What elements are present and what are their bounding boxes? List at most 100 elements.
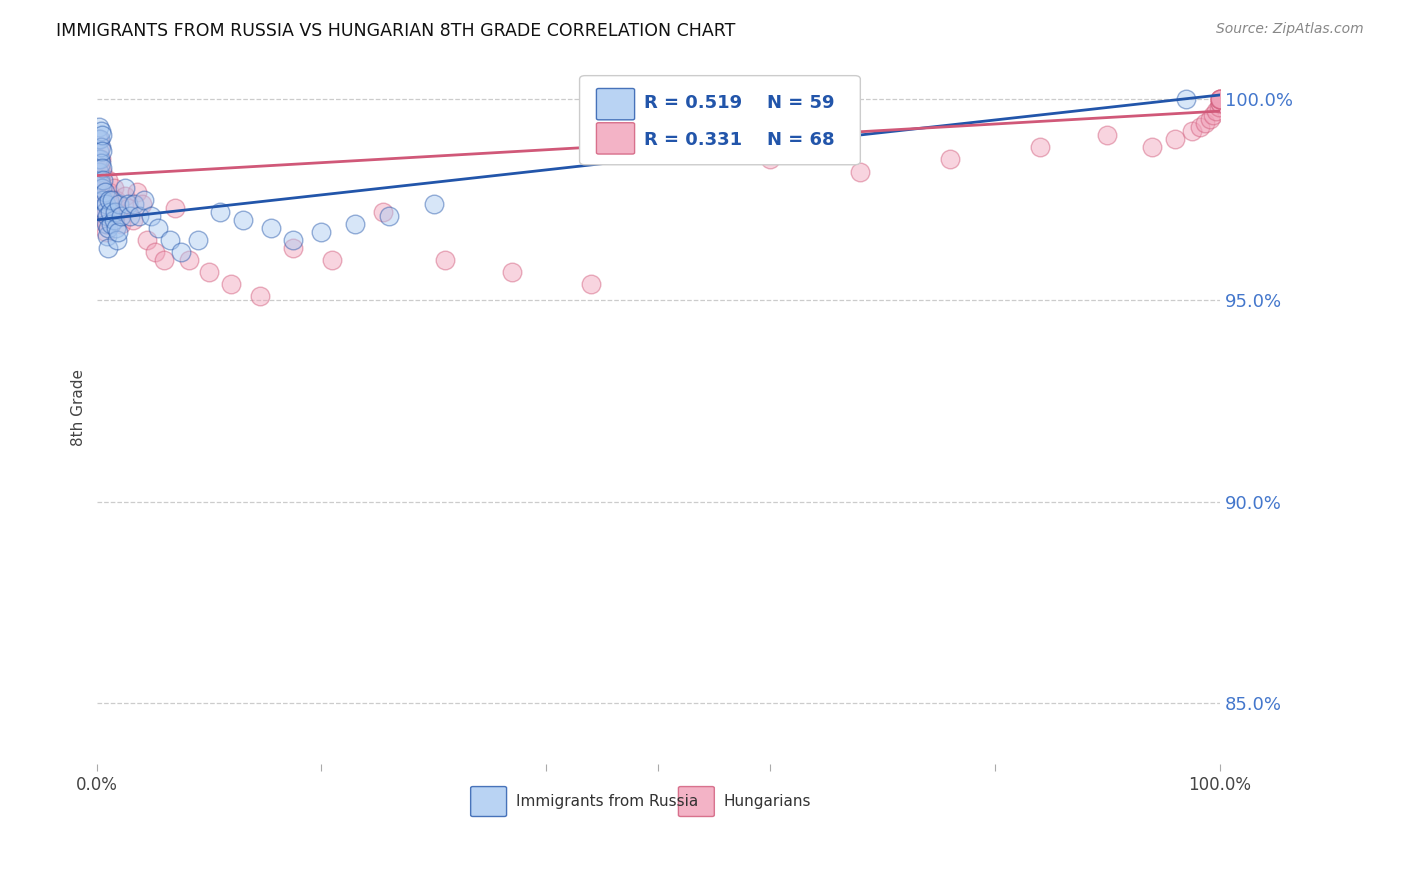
Point <box>90 124 112 138</box>
Point <box>371 204 394 219</box>
Point <box>97 241 120 255</box>
Point <box>90 193 112 207</box>
Point <box>1029 140 1052 154</box>
Point <box>433 253 456 268</box>
Point <box>939 153 962 167</box>
Point <box>96 217 118 231</box>
Point <box>283 233 305 247</box>
FancyBboxPatch shape <box>679 787 714 816</box>
Point <box>98 193 121 207</box>
Point <box>87 153 110 167</box>
Point <box>90 153 112 167</box>
Point <box>87 153 110 167</box>
Point <box>165 201 187 215</box>
Text: N = 59: N = 59 <box>768 94 835 112</box>
Point <box>93 193 115 207</box>
Point <box>90 156 112 170</box>
Text: IMMIGRANTS FROM RUSSIA VS HUNGARIAN 8TH GRADE CORRELATION CHART: IMMIGRANTS FROM RUSSIA VS HUNGARIAN 8TH … <box>56 22 735 40</box>
Point <box>96 229 118 244</box>
Point <box>94 225 117 239</box>
Point <box>93 201 115 215</box>
Point <box>98 185 121 199</box>
Point <box>91 128 114 143</box>
Point <box>89 193 111 207</box>
FancyBboxPatch shape <box>596 88 634 120</box>
Point <box>1209 92 1232 106</box>
Point <box>1188 120 1211 135</box>
Point <box>153 253 176 268</box>
Point <box>249 289 271 303</box>
Text: R = 0.519: R = 0.519 <box>644 94 742 112</box>
Point <box>1142 140 1164 154</box>
Point <box>117 201 139 215</box>
Point <box>89 140 111 154</box>
Point <box>105 233 128 247</box>
Point <box>96 209 118 223</box>
Point <box>87 132 110 146</box>
Point <box>1208 100 1230 114</box>
Point <box>93 204 115 219</box>
Point <box>108 196 131 211</box>
Point <box>104 193 127 207</box>
Point <box>1209 92 1232 106</box>
Y-axis label: 8th Grade: 8th Grade <box>72 368 86 446</box>
Point <box>94 196 117 211</box>
Point <box>1175 92 1198 106</box>
Text: R = 0.331: R = 0.331 <box>644 131 742 149</box>
Point <box>93 172 115 186</box>
Point <box>209 204 232 219</box>
Point <box>148 221 170 235</box>
Point <box>1194 116 1216 130</box>
Point <box>120 209 142 223</box>
Point <box>1202 108 1225 122</box>
Point <box>101 193 124 207</box>
Point <box>90 172 112 186</box>
Point <box>94 217 117 231</box>
FancyBboxPatch shape <box>579 76 860 165</box>
Point <box>198 265 221 279</box>
Point <box>170 245 193 260</box>
Point <box>260 221 283 235</box>
Point <box>91 180 114 194</box>
Point <box>321 253 343 268</box>
Point <box>103 213 125 227</box>
Point <box>127 185 149 199</box>
Point <box>91 164 114 178</box>
Point <box>1097 128 1119 143</box>
Point <box>91 161 114 175</box>
Point <box>90 177 112 191</box>
Point <box>1205 104 1227 119</box>
Point <box>94 204 117 219</box>
Point <box>128 209 150 223</box>
Point <box>849 164 872 178</box>
Text: Source: ZipAtlas.com: Source: ZipAtlas.com <box>1216 22 1364 37</box>
Point <box>177 253 200 268</box>
Point <box>89 172 111 186</box>
Point <box>93 213 115 227</box>
Point <box>1209 92 1232 106</box>
Text: Immigrants from Russia: Immigrants from Russia <box>516 794 697 809</box>
Point <box>1164 132 1187 146</box>
Point <box>89 180 111 194</box>
Point <box>97 221 120 235</box>
Point <box>91 145 114 159</box>
FancyBboxPatch shape <box>471 787 506 816</box>
Point <box>159 233 181 247</box>
Point <box>579 277 602 292</box>
Point <box>100 209 122 223</box>
Point <box>107 225 129 239</box>
Point <box>309 225 332 239</box>
Point <box>1198 112 1220 127</box>
Point <box>232 213 254 227</box>
Point <box>117 196 139 211</box>
Point <box>91 201 114 215</box>
Point <box>110 217 132 231</box>
Point <box>1209 96 1232 111</box>
Point <box>114 188 136 202</box>
Point <box>343 217 366 231</box>
Point <box>91 204 114 219</box>
Point <box>90 140 112 154</box>
Point <box>98 204 121 219</box>
Point <box>136 233 159 247</box>
Point <box>104 204 127 219</box>
